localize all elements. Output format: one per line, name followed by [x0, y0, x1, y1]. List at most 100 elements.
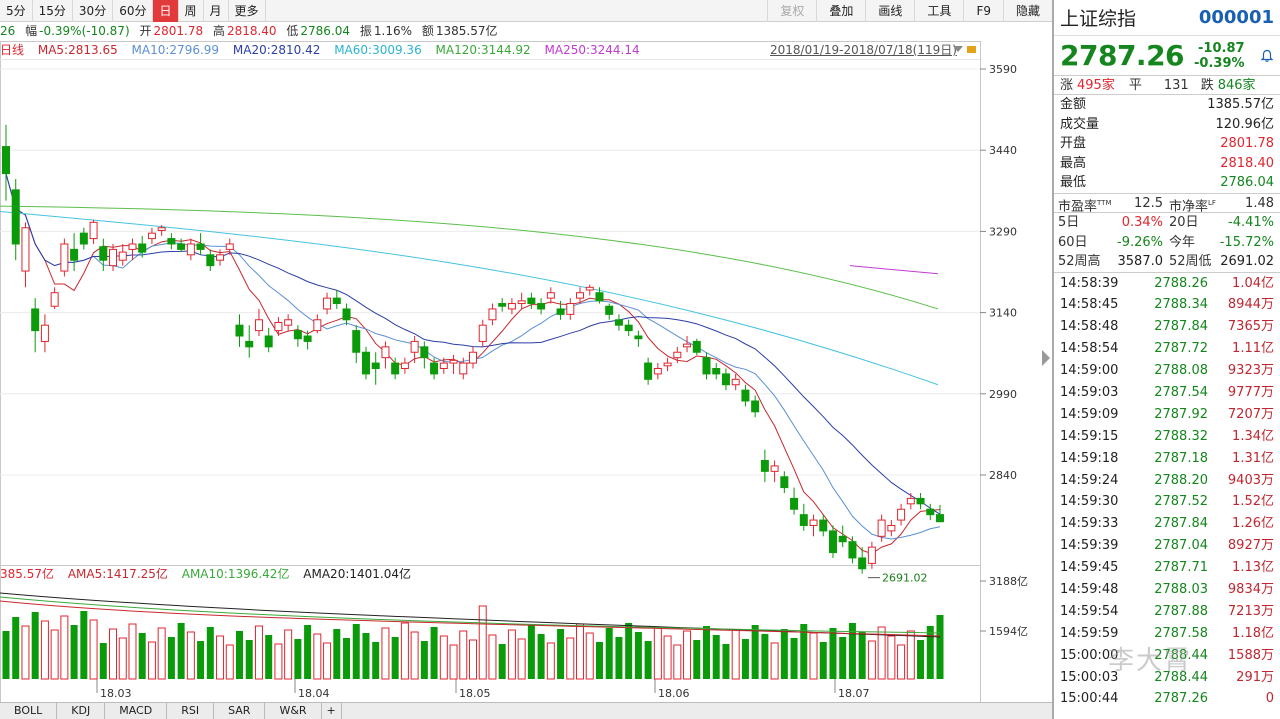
volume-bar-up: [867, 640, 876, 680]
volume-bar-down: [12, 617, 20, 679]
candle-down: [361, 351, 370, 375]
volume-bar-up: [284, 629, 293, 680]
tick-row: 15:00:03 2788.44 291万: [1054, 667, 1280, 689]
volume-bar-up: [313, 633, 322, 680]
candle-down: [430, 362, 439, 375]
detail-value: 2818.40: [1220, 155, 1274, 171]
hide-button[interactable]: 隐藏: [1002, 0, 1052, 22]
volume-bar-up: [60, 615, 69, 680]
candle-down: [79, 232, 88, 245]
period-5min[interactable]: 5分: [0, 0, 33, 22]
tick-volume: 1.04亿: [1232, 275, 1274, 291]
volume-bar-down: [917, 640, 925, 679]
x-axis-label: 18.03: [100, 687, 132, 700]
low-label: 低: [286, 24, 299, 38]
volume-bar-down: [858, 632, 866, 679]
volume-bar-up: [400, 622, 409, 680]
tab-kdj[interactable]: KDJ: [57, 703, 106, 719]
period-more[interactable]: 更多: [229, 0, 266, 22]
tab-boll[interactable]: BOLL: [0, 703, 58, 719]
tick-row: 14:59:33 2787.84 1.26亿: [1054, 513, 1280, 535]
volume-bar-up: [731, 629, 740, 680]
period-15min[interactable]: 15分: [33, 0, 73, 22]
tick-price: 2787.88: [1154, 603, 1208, 619]
tick-time: 15:00:00: [1060, 647, 1119, 663]
candle-down: [177, 243, 186, 250]
index-code: 000001: [1198, 7, 1274, 28]
add-indicator-button[interactable]: +: [322, 703, 342, 719]
perf-value: -15.72%: [1219, 234, 1274, 250]
volume-bar-down: [625, 623, 633, 679]
candle-up: [128, 243, 137, 250]
tools-button[interactable]: 工具: [914, 0, 963, 22]
volume-bar-up: [673, 644, 682, 680]
candle-up: [381, 346, 390, 359]
candle-down: [799, 514, 808, 526]
tick-price: 2787.71: [1154, 560, 1208, 576]
volume-bar-down: [926, 626, 934, 679]
amp-label: 振: [359, 24, 372, 38]
candle-up: [225, 243, 234, 250]
candle-down: [332, 297, 341, 305]
vol-y-axis-label: 3188亿: [989, 575, 1028, 588]
tick-list[interactable]: 14:58:39 2788.26 1.04亿 14:58:45 2788.34 8944万…: [1054, 271, 1280, 711]
tick-volume: 1.52亿: [1232, 494, 1274, 510]
tab-sar[interactable]: SAR: [214, 703, 266, 719]
volume-bar-up: [118, 637, 127, 680]
ama10-line: [0, 596, 941, 634]
up-unit: 家: [1101, 78, 1115, 93]
ama5-line: [0, 600, 941, 637]
ama5-value: AMA5:1417.25亿: [67, 567, 168, 581]
perf-label: 52周低: [1169, 254, 1212, 269]
candle-up: [906, 497, 915, 505]
candle-up: [877, 519, 886, 537]
tick-volume: 9323万: [1227, 363, 1274, 379]
tab-macd[interactable]: MACD: [105, 703, 168, 719]
volume-bar-up: [274, 643, 283, 680]
candle-up: [546, 292, 555, 299]
collapse-panel-arrow-icon[interactable]: [1042, 350, 1050, 366]
breadth-row: 涨 495 家 平 131 跌 846 家: [1054, 76, 1280, 95]
volume-bar-down: [722, 644, 730, 679]
overlay-button[interactable]: 叠加: [816, 0, 865, 22]
perf-value: 2691.02: [1220, 254, 1274, 269]
adjust-button[interactable]: 复权: [767, 0, 816, 22]
period-week[interactable]: 周: [179, 0, 204, 22]
period-month[interactable]: 月: [204, 0, 229, 22]
period-60min[interactable]: 60分: [113, 0, 154, 22]
alert-bell-icon[interactable]: [1260, 49, 1274, 63]
volume-bar-up: [216, 635, 225, 680]
candle-down: [371, 362, 380, 369]
ma60-value: MA60:3009.36: [334, 43, 422, 57]
perf-label: 52周高: [1058, 254, 1101, 269]
period-30min[interactable]: 30分: [73, 0, 114, 22]
volume-bar-up: [459, 630, 468, 680]
volume-bar-down: [703, 626, 710, 679]
volume-bar-down: [343, 638, 351, 679]
candle-up: [566, 303, 575, 315]
change-amount: -10.87: [1198, 40, 1245, 56]
ama20-line: [0, 592, 941, 638]
tick-time: 14:58:39: [1060, 275, 1119, 291]
period-day[interactable]: 日: [153, 0, 179, 22]
perf-value: -9.26%: [1117, 234, 1163, 250]
tool-buttons: 复权 叠加 画线 工具 F9 隐藏: [767, 0, 1052, 22]
date-range[interactable]: 2018/01/19-2018/07/18(119日): [770, 43, 957, 57]
candle-down: [11, 189, 20, 245]
tick-volume: 291万: [1236, 669, 1274, 685]
tick-row: 14:59:30 2787.52 1.52亿: [1054, 491, 1280, 513]
tab-rsi[interactable]: RSI: [167, 703, 215, 719]
tick-price: 2788.34: [1154, 297, 1208, 313]
candle-up: [488, 308, 497, 321]
tick-price: 2788.26: [1154, 275, 1208, 291]
volume-bar-up: [225, 644, 234, 680]
tab-wr[interactable]: W&R: [265, 703, 322, 719]
change-label: 幅: [25, 24, 38, 38]
draw-line-button[interactable]: 画线: [865, 0, 914, 22]
performance-row: 60日 -9.26% 今年 -15.72%: [1054, 233, 1280, 253]
volume-bar-down: [206, 627, 214, 679]
kline-chart[interactable]: 日线 MA5:2813.65 MA10:2796.99 MA20:2810.42…: [0, 41, 1052, 702]
f9-button[interactable]: F9: [963, 0, 1003, 22]
tick-price: 2788.08: [1154, 363, 1208, 379]
candle-up: [89, 221, 98, 240]
